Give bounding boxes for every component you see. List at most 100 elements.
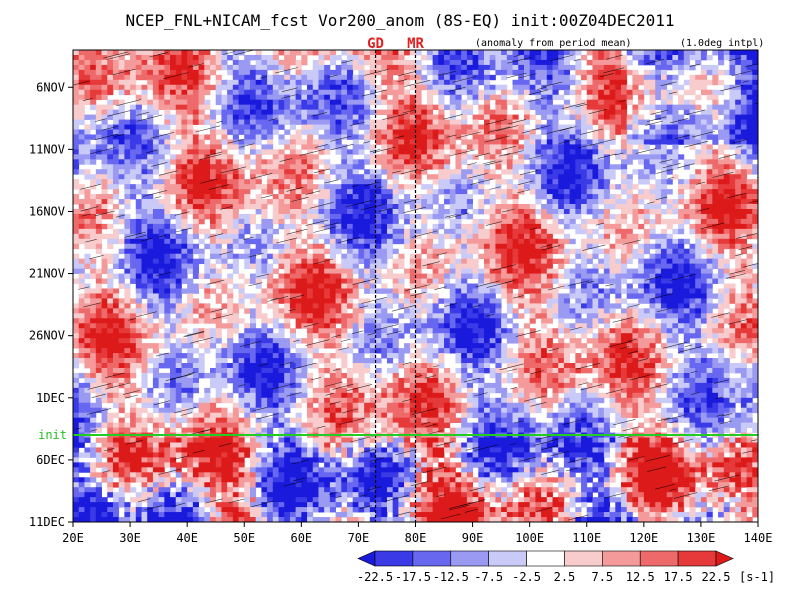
field-cell	[369, 263, 376, 270]
field-cell	[158, 258, 165, 265]
field-cell	[409, 114, 416, 120]
field-cell	[312, 238, 319, 245]
field-cell	[261, 144, 268, 150]
field-cell	[426, 263, 434, 270]
field-cell	[466, 258, 473, 265]
field-cell	[227, 263, 234, 270]
field-cell	[90, 258, 97, 265]
field-cell	[746, 159, 753, 165]
field-cell	[198, 169, 205, 175]
field-cell	[181, 174, 188, 180]
field-cell	[660, 218, 668, 225]
field-cell	[329, 233, 336, 240]
field-cell	[484, 104, 491, 111]
field-cell	[73, 238, 80, 245]
field-cell	[261, 84, 268, 91]
field-cell	[689, 129, 696, 135]
field-cell	[352, 114, 359, 120]
field-cell	[101, 233, 108, 240]
field-cell	[621, 184, 628, 190]
field-cell	[415, 194, 422, 200]
field-cell	[615, 223, 622, 230]
field-cell	[740, 104, 747, 111]
field-cell	[735, 59, 742, 66]
field-cell	[415, 169, 422, 175]
field-cell	[718, 124, 725, 130]
field-cell	[101, 89, 108, 96]
field-cell	[558, 238, 565, 245]
field-cell	[672, 124, 679, 130]
field-cell	[615, 233, 622, 240]
field-cell	[655, 64, 662, 71]
field-cell	[718, 179, 725, 185]
field-cell	[312, 258, 319, 265]
field-cell	[307, 149, 314, 155]
field-cell	[546, 288, 553, 294]
field-cell	[192, 94, 199, 101]
field-cell	[529, 268, 536, 274]
field-cell	[118, 149, 125, 155]
field-cell	[655, 159, 662, 165]
field-cell	[683, 238, 690, 245]
field-cell	[289, 283, 297, 289]
field-cell	[695, 104, 702, 111]
field-cell	[324, 258, 331, 265]
field-cell	[752, 218, 758, 225]
field-cell	[329, 194, 336, 200]
field-cell	[678, 243, 685, 250]
field-cell	[278, 218, 285, 225]
field-cell	[546, 238, 553, 245]
field-cell	[695, 228, 702, 235]
field-cell	[478, 228, 485, 235]
field-cell	[466, 74, 473, 81]
field-cell	[518, 253, 525, 260]
field-cell	[655, 114, 662, 120]
field-cell	[706, 104, 713, 111]
field-cell	[90, 179, 97, 185]
field-cell	[729, 159, 736, 165]
field-cell	[187, 199, 194, 205]
field-cell	[295, 134, 302, 140]
field-cell	[267, 139, 274, 145]
field-cell	[375, 129, 382, 135]
field-cell	[735, 194, 742, 200]
field-cell	[621, 119, 628, 125]
field-cell	[569, 169, 576, 175]
field-cell	[347, 243, 354, 250]
field-cell	[227, 179, 234, 185]
field-cell	[575, 164, 582, 170]
field-cell	[101, 258, 108, 265]
field-cell	[335, 119, 342, 125]
field-cell	[689, 99, 696, 106]
field-cell	[678, 223, 685, 230]
field-cell	[124, 79, 131, 86]
field-cell	[655, 218, 662, 225]
field-cell	[164, 99, 171, 106]
field-cell	[558, 258, 565, 265]
field-cell	[489, 129, 496, 135]
field-cell	[729, 199, 736, 205]
field-cell	[643, 89, 650, 96]
field-cell	[255, 69, 262, 76]
field-cell	[158, 263, 165, 270]
field-cell	[581, 74, 588, 81]
field-cell	[73, 124, 80, 130]
field-cell	[272, 238, 279, 245]
field-cell	[501, 278, 508, 284]
field-cell	[141, 223, 148, 230]
field-cell	[381, 273, 388, 279]
field-cell	[181, 213, 188, 220]
field-cell	[227, 174, 234, 180]
field-cell	[706, 233, 713, 240]
field-cell	[78, 159, 85, 165]
field-cell	[175, 114, 182, 120]
field-cell	[227, 233, 234, 240]
field-cell	[746, 84, 753, 91]
field-cell	[73, 119, 80, 125]
field-cell	[124, 50, 131, 56]
field-cell	[689, 64, 696, 71]
field-cell	[158, 50, 165, 56]
field-cell	[718, 54, 725, 61]
field-cell	[210, 213, 217, 220]
field-cell	[364, 248, 371, 255]
